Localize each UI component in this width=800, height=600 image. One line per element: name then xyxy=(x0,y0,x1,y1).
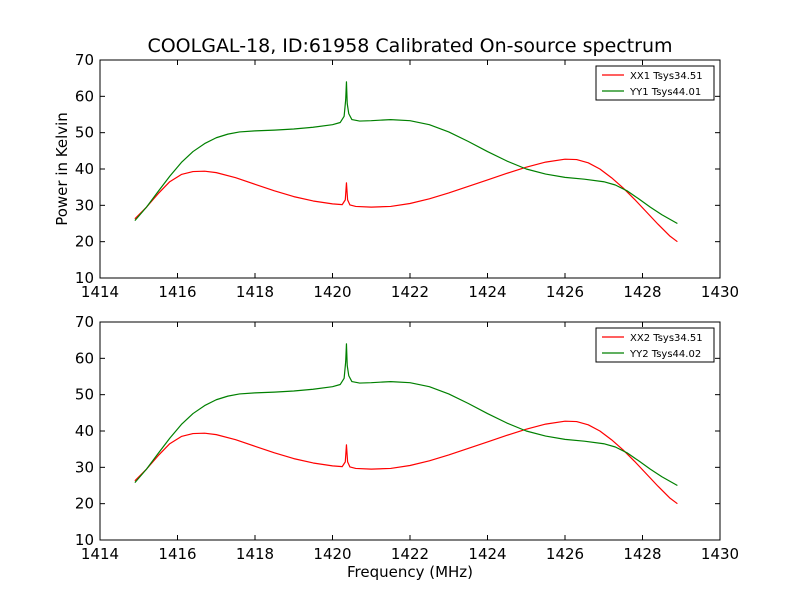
series-line-1-1 xyxy=(134,158,678,243)
y-tick-label: 60 xyxy=(75,349,94,367)
y-tick-label: 60 xyxy=(75,87,94,105)
x-tick-label: 1422 xyxy=(391,283,429,301)
x-tick-label: 1428 xyxy=(623,545,661,563)
x-tick-label: 1420 xyxy=(313,283,351,301)
x-tick-label: 1416 xyxy=(158,545,196,563)
y-tick-label: 30 xyxy=(75,196,94,214)
x-tick-label: 1424 xyxy=(468,545,506,563)
x-tick-label: 1416 xyxy=(158,283,196,301)
y-tick-label: 30 xyxy=(75,458,94,476)
y-tick-label: 20 xyxy=(75,495,94,513)
y-axis-label: Power in Kelvin xyxy=(53,112,71,226)
x-tick-label: 1426 xyxy=(546,283,584,301)
x-tick-label: 1424 xyxy=(468,283,506,301)
series-line-2-2 xyxy=(134,343,678,487)
x-tick-label: 1430 xyxy=(701,545,739,563)
figure-title: COOLGAL-18, ID:61958 Calibrated On-sourc… xyxy=(147,35,672,57)
y-tick-label: 10 xyxy=(75,531,94,549)
y-tick-label: 40 xyxy=(75,422,94,440)
legend-2: XX2 Tsys34.51 YY2 Tsys44.02 xyxy=(595,327,715,363)
x-tick-label: 1418 xyxy=(236,545,274,563)
y-tick-label: 70 xyxy=(75,51,94,69)
plot-panel-2: 1414 1416 1418 1420 1422 1424 1426 1428 1430 10 20… xyxy=(75,313,739,563)
x-tick-label: 1418 xyxy=(236,283,274,301)
x-tick-label: 1430 xyxy=(701,283,739,301)
x-tick-label: 1428 xyxy=(623,283,661,301)
y-tick-label: 50 xyxy=(75,124,94,142)
x-tick-label: 1414 xyxy=(81,545,119,563)
x-tick-label: 1420 xyxy=(313,545,351,563)
legend-label: YY2 Tsys44.02 xyxy=(629,349,701,360)
legend-label: XX2 Tsys34.51 xyxy=(630,333,703,344)
x-tick-label: 1414 xyxy=(81,283,119,301)
y-tick-label: 40 xyxy=(75,160,94,178)
x-axis-label: Frequency (MHz) xyxy=(347,563,473,581)
legend-1: XX1 Tsys34.51 YY1 Tsys44.01 xyxy=(595,65,715,101)
series-line-2-1 xyxy=(134,420,678,505)
x-tick-label: 1422 xyxy=(391,545,429,563)
legend-label: XX1 Tsys34.51 xyxy=(630,71,703,82)
y-tick-label: 20 xyxy=(75,233,94,251)
series-line-1-2 xyxy=(134,81,678,225)
legend-box xyxy=(595,65,715,101)
legend-box xyxy=(595,327,715,363)
legend-label: YY1 Tsys44.01 xyxy=(629,87,701,98)
y-tick-label: 10 xyxy=(75,269,94,287)
y-tick-label: 70 xyxy=(75,313,94,331)
plot-panel-1: 1414 1416 1418 1420 1422 1424 1426 1428 1430 10 20… xyxy=(75,51,739,301)
x-tick-label: 1426 xyxy=(546,545,584,563)
y-tick-label: 50 xyxy=(75,386,94,404)
